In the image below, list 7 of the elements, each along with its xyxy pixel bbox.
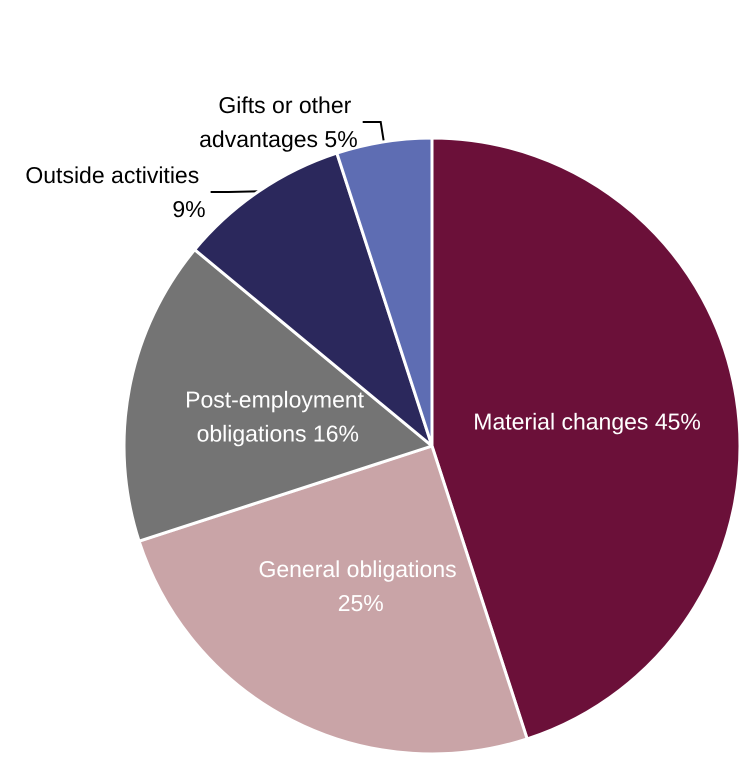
slice-label: Post-employment obligations 16% bbox=[185, 386, 370, 447]
slice-label: Outside activities bbox=[25, 162, 206, 188]
slice-label: Gifts or other advantages 5% bbox=[199, 92, 358, 152]
data-label: 25% bbox=[338, 590, 384, 616]
data-label: 9% bbox=[172, 196, 206, 222]
slice-label: General obligations bbox=[258, 556, 464, 582]
slice-label: Material changes 45% bbox=[473, 408, 701, 434]
